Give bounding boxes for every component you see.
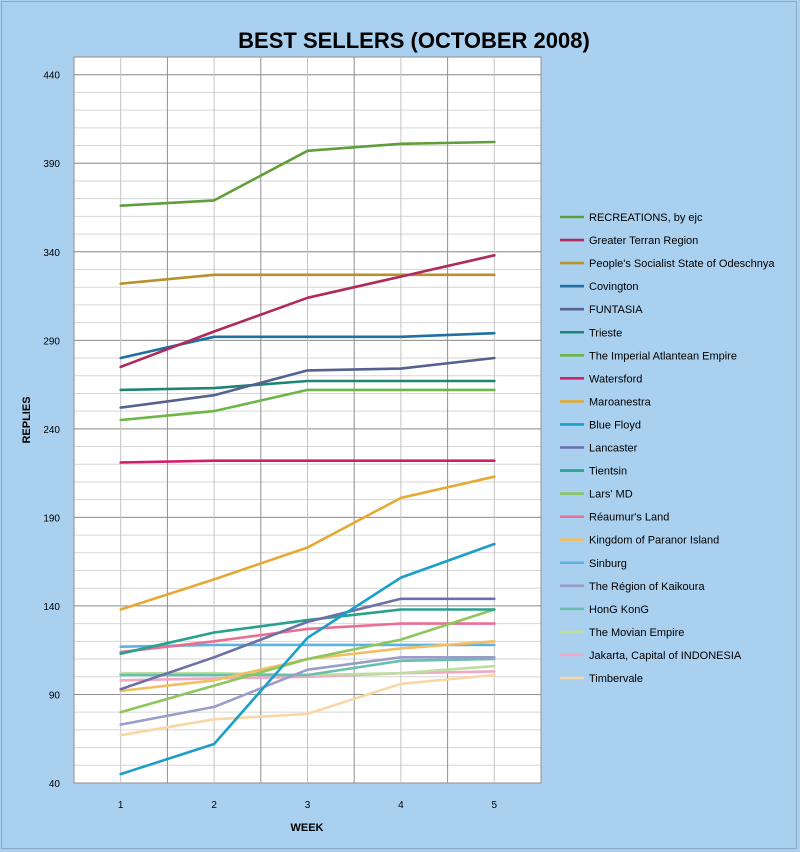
legend-label: Covington bbox=[589, 281, 639, 293]
series-line bbox=[119, 542, 496, 776]
legend-label: Réaumur's Land bbox=[589, 512, 669, 524]
legend-label: Jakarta, Capital of INDONESIA bbox=[589, 650, 742, 662]
legend-label: Lars' MD bbox=[589, 489, 633, 501]
series-line bbox=[119, 254, 496, 369]
y-axis-title: REPLIES bbox=[21, 396, 33, 443]
legend-label: Lancaster bbox=[589, 443, 638, 455]
legend-label: Sinburg bbox=[589, 558, 627, 570]
legend-label: FUNTASIA bbox=[589, 304, 643, 316]
series-line bbox=[119, 379, 496, 392]
y-tick-label: 340 bbox=[43, 248, 60, 259]
series-line bbox=[119, 273, 496, 286]
series-line bbox=[119, 657, 496, 677]
y-tick-label: 440 bbox=[43, 71, 60, 82]
series-line bbox=[119, 475, 496, 611]
legend-label: The Movian Empire bbox=[589, 627, 684, 639]
series-line bbox=[119, 356, 496, 409]
legend-label: The Région of Kaikoura bbox=[589, 581, 705, 593]
legend-label: RECREATIONS, by ejc bbox=[589, 212, 703, 224]
series-line bbox=[119, 655, 496, 726]
y-tick-label: 40 bbox=[49, 779, 61, 790]
legend-label: Greater Terran Region bbox=[589, 235, 698, 247]
legend-label: Maroanestra bbox=[589, 396, 652, 408]
x-tick-label: 4 bbox=[398, 800, 404, 811]
series-line bbox=[119, 622, 496, 654]
series-line bbox=[119, 673, 496, 737]
legend-label: Watersford bbox=[589, 373, 642, 385]
y-tick-label: 90 bbox=[49, 690, 61, 701]
x-tick-label: 5 bbox=[492, 800, 498, 811]
legend-label: Trieste bbox=[589, 327, 622, 339]
series-lines bbox=[119, 140, 496, 776]
x-tick-label: 2 bbox=[211, 800, 217, 811]
x-tick-label: 1 bbox=[118, 800, 124, 811]
series-line bbox=[119, 608, 496, 714]
x-axis-ticks: 1 2 3 4 5 bbox=[118, 800, 498, 811]
y-tick-label: 140 bbox=[43, 602, 60, 613]
series-line bbox=[119, 140, 496, 207]
legend-label: Kingdom of Paranor Island bbox=[589, 535, 719, 547]
y-tick-label: 190 bbox=[43, 513, 60, 524]
legend-label: People's Socialist State of Odeschnya bbox=[589, 258, 775, 270]
legend-label: HonG KonG bbox=[589, 604, 649, 616]
y-tick-label: 240 bbox=[43, 425, 60, 436]
chart-title: BEST SELLERS (OCTOBER 2008) bbox=[238, 28, 590, 53]
series-line bbox=[119, 670, 496, 682]
legend-label: Timbervale bbox=[589, 673, 643, 685]
y-axis-ticks: 40 90 140 190 240 290 340 390 440 bbox=[43, 71, 60, 790]
legend-label: The Imperial Atlantean Empire bbox=[589, 350, 737, 362]
series-line bbox=[119, 608, 496, 656]
series-line bbox=[119, 597, 496, 691]
y-tick-label: 390 bbox=[43, 159, 60, 170]
series-line bbox=[119, 388, 496, 422]
legend-label: Tientsin bbox=[589, 466, 627, 478]
y-tick-label: 290 bbox=[43, 336, 60, 347]
legend-label: Blue Floyd bbox=[589, 419, 641, 431]
legend: RECREATIONS, by ejc Greater Terran Region… bbox=[560, 212, 775, 685]
x-axis-title: WEEK bbox=[291, 822, 324, 834]
x-tick-label: 3 bbox=[305, 800, 311, 811]
series-line bbox=[119, 459, 496, 464]
